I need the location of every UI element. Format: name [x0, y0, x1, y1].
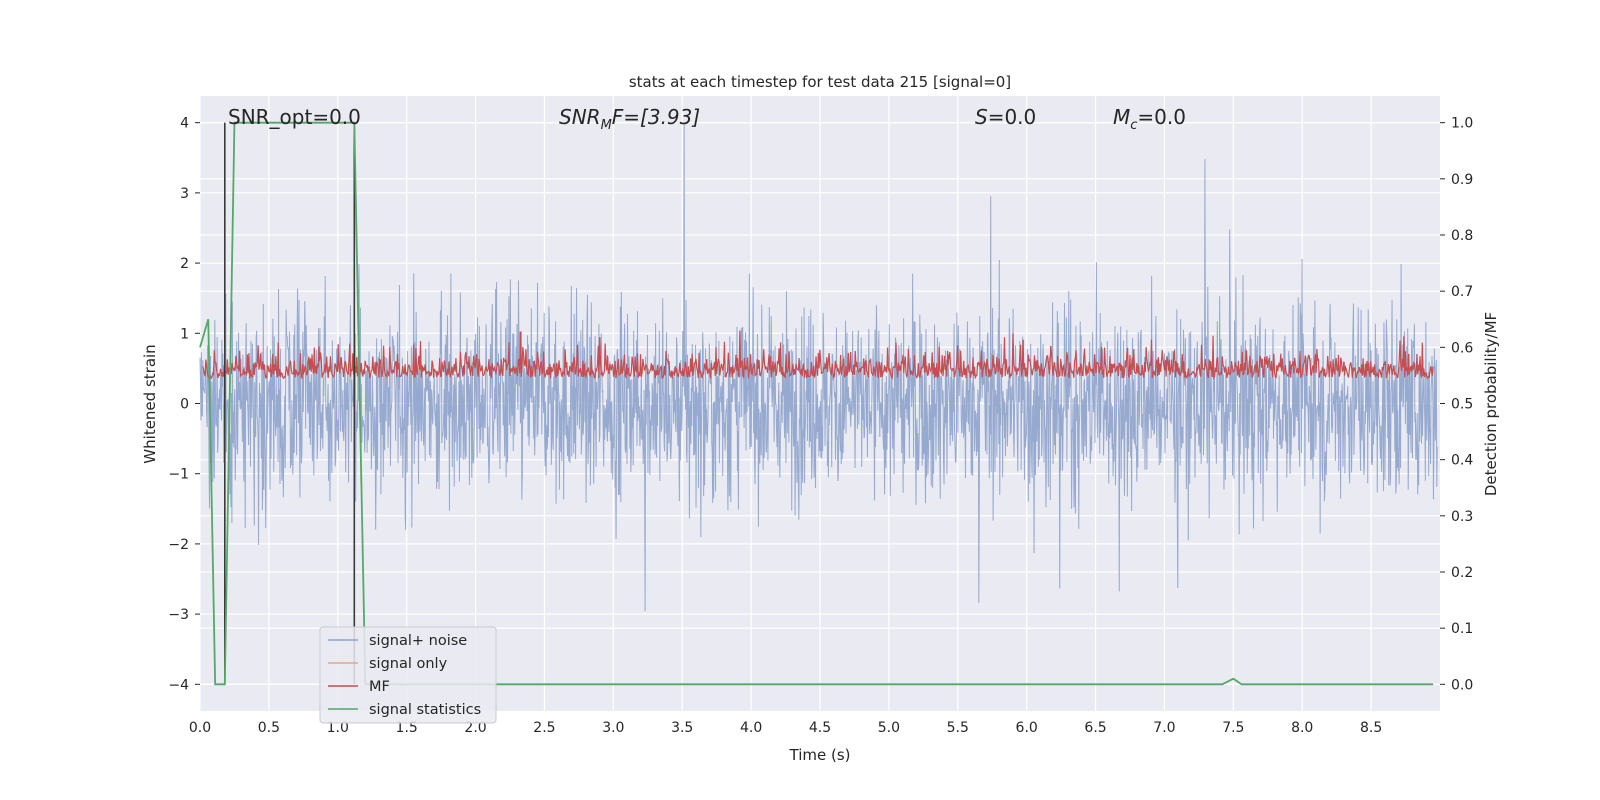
y2-axis-title: Detection probability/MF — [1482, 312, 1500, 496]
legend: signal+ noise signal only MF signal stat… — [319, 626, 497, 724]
x-tick-label: 6.0 — [1016, 720, 1038, 736]
annotation-s: S=0.0 — [975, 105, 1036, 129]
series-signal-noise — [199, 122, 1438, 612]
annotation-s-main: S — [975, 105, 988, 129]
legend-box — [319, 626, 497, 724]
x-tick-label: 0.0 — [189, 720, 211, 736]
y-tick-label: 2 — [180, 256, 189, 272]
x-tick-label: 0.5 — [258, 720, 280, 736]
y2-tick-label: 0.3 — [1451, 509, 1473, 525]
x-tick-label: 2.5 — [533, 720, 555, 736]
annotation-mc-tail: =0.0 — [1137, 105, 1186, 129]
legend-label-mf: MF — [369, 679, 390, 695]
x-tick-label: 3.5 — [671, 720, 693, 736]
series-mf — [202, 330, 1434, 380]
legend-label-stats: signal statistics — [369, 702, 481, 718]
annotation-s-tail: =0.0 — [988, 105, 1037, 129]
x-tick-label: 1.0 — [327, 720, 349, 736]
series-signal-statistics — [199, 121, 1434, 686]
x-tick-label: 7.5 — [1222, 720, 1244, 736]
x-tick-label: 3.0 — [602, 720, 624, 736]
y-tick-label: 3 — [180, 186, 189, 202]
x-tick-label: 8.5 — [1360, 720, 1382, 736]
x-tick-label: 2.0 — [464, 720, 486, 736]
y2-tick-label: 0.5 — [1451, 397, 1473, 413]
y2-tick-label: 1.0 — [1451, 116, 1473, 132]
y2-tick-label: 0.2 — [1451, 565, 1473, 581]
y-tick-label: −1 — [168, 467, 189, 483]
y2-tick-label: 0.8 — [1451, 228, 1473, 244]
annotation-snr-mf-sub: M — [601, 118, 612, 133]
y2-tick-label: 0.0 — [1451, 677, 1473, 693]
x-tick-label: 5.0 — [878, 720, 900, 736]
y2-tick-label: 0.9 — [1451, 172, 1473, 188]
y-tick-label: −3 — [168, 607, 189, 623]
annotation-snr-mf-tail: F=[3.93] — [612, 105, 700, 129]
x-tick-label: 8.0 — [1291, 720, 1313, 736]
x-tick-label: 5.5 — [947, 720, 969, 736]
chart-title: stats at each timestep for test data 215… — [629, 73, 1011, 91]
y-tick-label: −4 — [168, 677, 189, 693]
y2-tick-label: 0.7 — [1451, 284, 1473, 300]
y-tick-label: 1 — [180, 326, 189, 342]
annotation-snr-mf-main: SNR — [559, 105, 601, 129]
y-axis-title: Whitened strain — [141, 344, 159, 463]
y-tick-label: 0 — [180, 397, 189, 413]
x-tick-label: 4.0 — [740, 720, 762, 736]
ticks: 0.0 0.5 1.0 1.5 2.0 2.5 3.0 3.5 4.0 4.5 5.0 5.5 6.0 6… — [168, 116, 1473, 736]
y2-tick-label: 0.4 — [1451, 453, 1473, 469]
x-tick-label: 6.5 — [1084, 720, 1106, 736]
legend-label-noise: signal+ noise — [369, 633, 467, 649]
annotation-snr-mf: SNRMF=[3.93] — [559, 105, 700, 133]
y2-tick-label: 0.1 — [1451, 621, 1473, 637]
x-tick-label: 7.0 — [1153, 720, 1175, 736]
y2-tick-label: 0.6 — [1451, 340, 1473, 356]
x-axis-title: Time (s) — [789, 746, 851, 764]
annotation-mc-sub: c — [1130, 118, 1137, 133]
y-tick-label: −2 — [168, 537, 189, 553]
annotation-mc-main: M — [1113, 105, 1130, 129]
x-tick-label: 4.5 — [809, 720, 831, 736]
annotation-snr-opt: SNR_opt=0.0 — [228, 105, 361, 129]
annotation-mc: Mc=0.0 — [1113, 105, 1186, 133]
y-tick-label: 4 — [180, 116, 189, 132]
x-tick-label: 1.5 — [396, 720, 418, 736]
series-layer — [199, 121, 1438, 686]
legend-label-signal-only: signal only — [369, 656, 448, 672]
